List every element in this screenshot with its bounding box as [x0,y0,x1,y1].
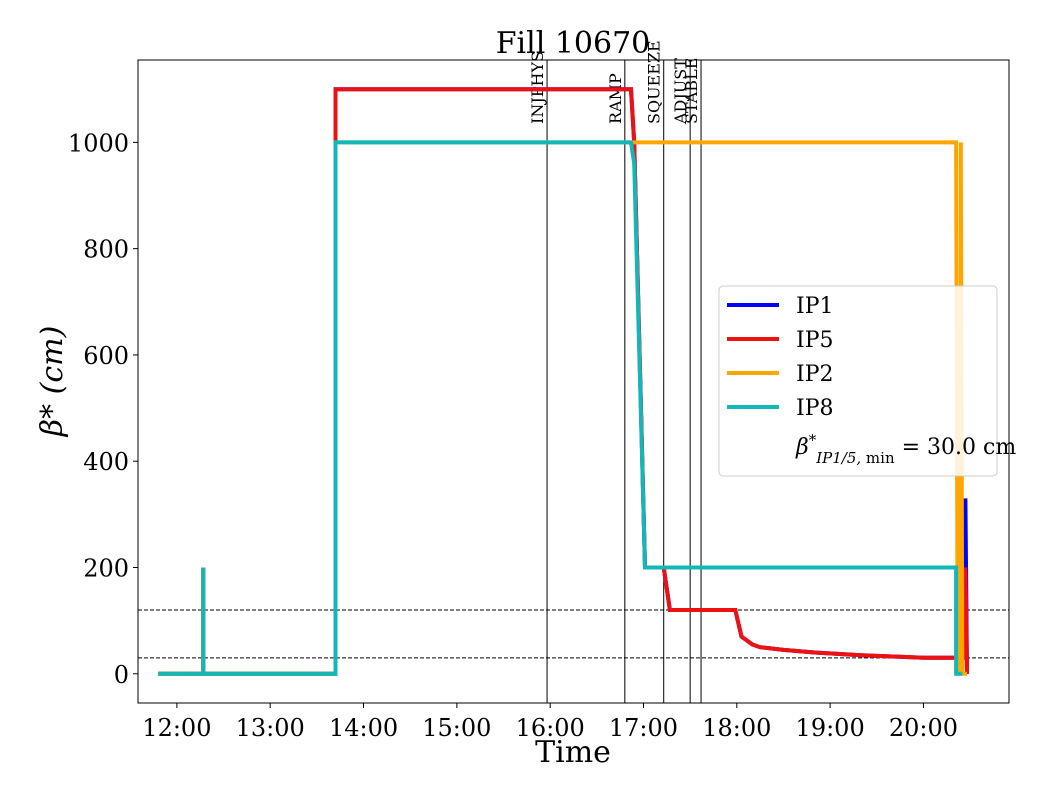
legend: IP1 IP5 IP2 IP8 β*IP1/5, min = 30.0 cm [718,285,1016,477]
x-tick-label: 12:00 [142,714,211,742]
phase-marker-label: ADJUST [671,58,690,125]
y-axis-label: β* (cm) [35,326,70,438]
y-tick-label: 800 [83,236,129,264]
y-tick-label: 400 [83,448,129,476]
y-tick-label: 200 [83,554,129,582]
x-tick-label: 20:00 [889,714,958,742]
series-layer [158,87,969,676]
x-tick-label: 18:00 [702,714,771,742]
y-axis: 0 200 400 600 800 1000 [68,129,138,689]
x-tick-label: 15:00 [422,714,491,742]
phase-marker-label: RAMP [606,73,625,124]
legend-label-ip2: IP2 [796,362,834,387]
x-axis-label: Time [535,735,611,770]
x-tick-label: 16:00 [516,714,585,742]
x-tick-label: 19:00 [796,714,865,742]
phase-marker-label: STABLE [682,58,701,124]
legend-label-ip5: IP5 [796,328,834,353]
x-tick-label: 14:00 [329,714,398,742]
legend-label-ip1: IP1 [796,294,834,319]
legend-beta-min-entry: β*IP1/5, min = 30.0 cm [795,431,1016,467]
y-tick-label: 0 [114,661,129,689]
y-tick-label: 1000 [68,129,129,157]
legend-items: IP1 IP5 IP2 IP8 [727,294,834,421]
legend-label-ip8: IP8 [796,396,834,421]
reference-lines [138,609,1009,659]
phase-marker-label: SQUEEZE [645,40,664,124]
x-axis: 12:00 13:00 14:00 15:00 16:00 17:00 18:00 19:00… [142,703,958,742]
plot-frame [137,59,1010,704]
x-tick-label: 17:00 [609,714,678,742]
chart-title: Fill 10670 [496,26,651,61]
series-line-ip8 [158,140,963,676]
legend-box [718,285,998,477]
y-tick-label: 600 [83,342,129,370]
x-tick-label: 13:00 [236,714,305,742]
